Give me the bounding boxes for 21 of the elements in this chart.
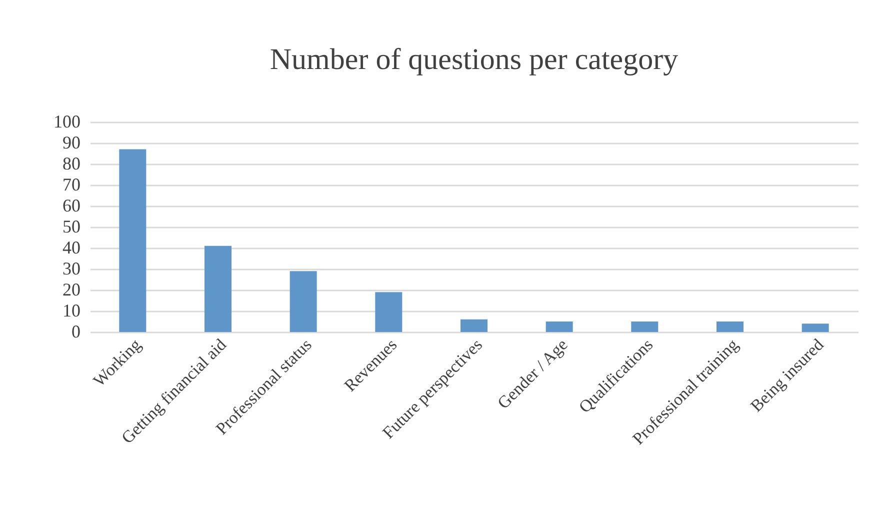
y-tick-label: 80 bbox=[62, 154, 80, 174]
bar bbox=[631, 322, 658, 332]
y-tick-label: 60 bbox=[62, 196, 80, 216]
bar bbox=[119, 149, 146, 332]
bar bbox=[375, 292, 402, 332]
y-tick-label: 30 bbox=[62, 258, 80, 278]
y-tick-label: 10 bbox=[62, 300, 80, 320]
y-tick-label: 100 bbox=[54, 112, 80, 132]
bar bbox=[716, 322, 744, 332]
y-tick-label: 40 bbox=[62, 238, 80, 258]
bar bbox=[460, 319, 488, 332]
y-tick-label: 50 bbox=[62, 216, 80, 236]
y-tick-label: 20 bbox=[62, 280, 80, 300]
bar bbox=[546, 322, 573, 332]
y-tick-label: 70 bbox=[62, 174, 80, 194]
bar bbox=[290, 271, 317, 332]
bar bbox=[802, 324, 829, 332]
y-tick-label: 0 bbox=[72, 322, 80, 342]
y-tick-label: 90 bbox=[62, 132, 80, 152]
bar bbox=[204, 246, 232, 332]
chart-title: Number of questions per category bbox=[270, 43, 678, 76]
